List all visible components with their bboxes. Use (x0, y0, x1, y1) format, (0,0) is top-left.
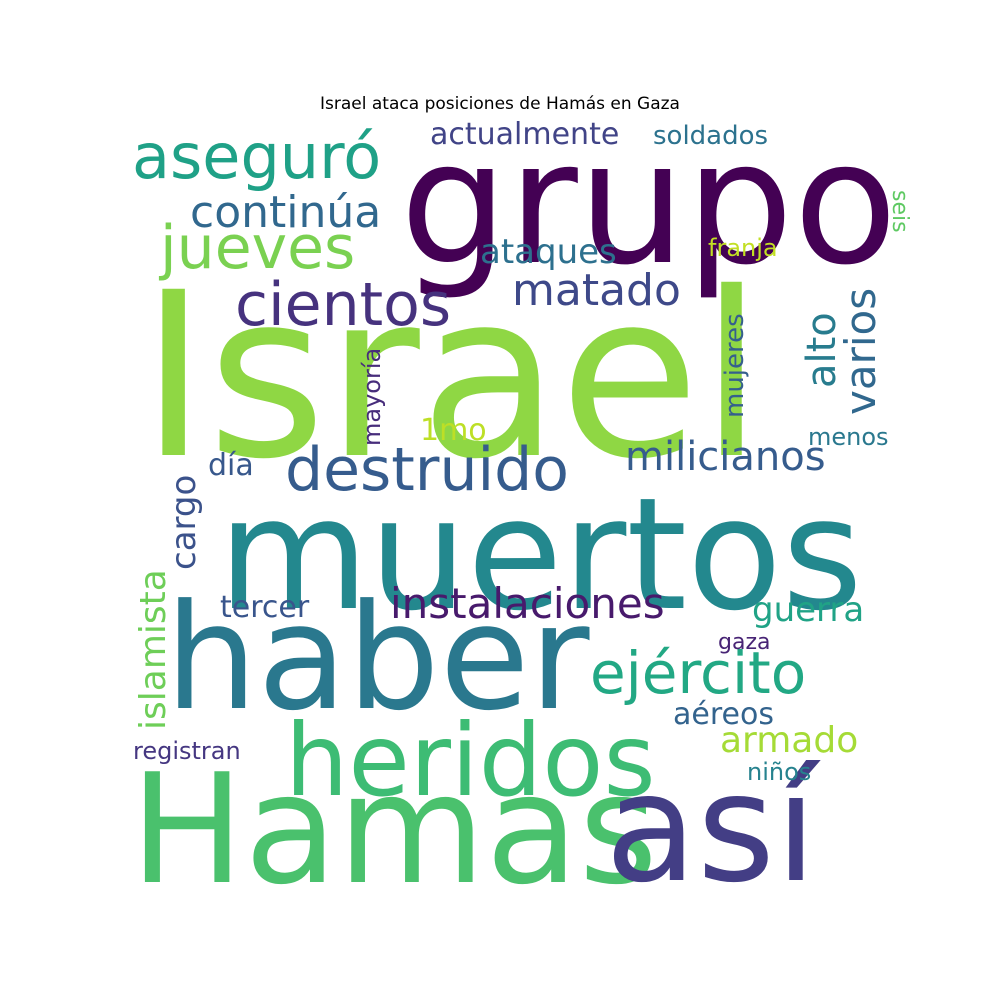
figure-title: Israel ataca posiciones de Hamás en Gaza (320, 94, 680, 114)
word: islamista (133, 569, 174, 730)
word: actualmente (430, 117, 619, 152)
word: mujeres (720, 313, 750, 418)
word: día (208, 448, 254, 483)
word: Israel (140, 243, 763, 509)
word: niños (747, 758, 811, 786)
word: armado (720, 720, 858, 761)
word: ejército (590, 639, 806, 707)
word: cientos (235, 270, 451, 340)
word: cargo (164, 475, 204, 570)
word: instalaciones (390, 579, 665, 628)
word: aéreos (673, 697, 774, 732)
word: destruido (285, 435, 569, 505)
word: alto (799, 312, 845, 388)
word: seis (887, 190, 912, 233)
word: muertos (218, 464, 863, 645)
word: 1mo (420, 413, 487, 448)
word: soldados (653, 121, 768, 151)
word: ataques (480, 232, 617, 272)
word: varios (836, 288, 885, 415)
word: franja (708, 234, 778, 262)
word: registran (133, 737, 241, 765)
word: Hamas (130, 741, 658, 918)
word: tercer (220, 590, 310, 625)
word: mayoría (358, 348, 386, 446)
word: grupo (400, 105, 897, 303)
word: heridos (285, 702, 656, 819)
word: así (605, 742, 821, 916)
word: gaza (718, 630, 770, 655)
word: matado (512, 265, 681, 316)
word: haber (165, 573, 591, 743)
word: aseguró (132, 120, 381, 193)
word: jueves (158, 213, 355, 283)
word: guerra (752, 590, 864, 630)
word: milicianos (625, 434, 826, 480)
word: menos (808, 423, 889, 451)
word: continúa (190, 187, 381, 238)
